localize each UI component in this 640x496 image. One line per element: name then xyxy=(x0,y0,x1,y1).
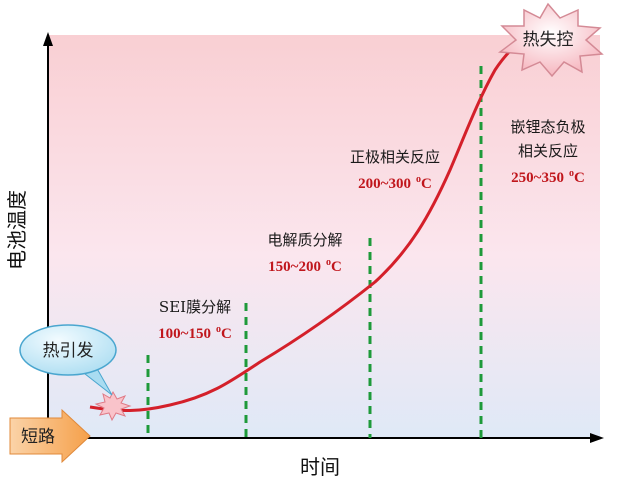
runaway-label: 热失控 xyxy=(523,30,574,50)
short-label: 短路 xyxy=(21,427,55,447)
x-axis-label: 时间 xyxy=(300,455,340,479)
temperature-curve xyxy=(89,36,526,412)
temp-degree: o xyxy=(216,324,221,335)
temp-range: 200~300 xyxy=(358,176,411,192)
temp-range: 150~200 xyxy=(268,259,321,275)
y-axis-label: 电池温度 xyxy=(5,190,29,270)
stage-temperature: 200~300 oC xyxy=(358,174,432,192)
runaway-burst xyxy=(497,2,604,78)
temp-unit: C xyxy=(221,326,232,342)
x-arrow xyxy=(590,433,604,443)
temp-degree: o xyxy=(326,257,331,268)
stage-temperature: 100~150 oC xyxy=(158,324,232,342)
temp-range: 250~350 xyxy=(511,170,564,186)
stage-name: 相关反应 xyxy=(518,142,578,160)
stage-name: 电解质分解 xyxy=(267,231,342,249)
temp-unit: C xyxy=(331,259,342,275)
temp-degree: o xyxy=(416,174,421,185)
stage-temperature: 150~200 oC xyxy=(268,257,342,275)
stage-lines xyxy=(146,66,483,438)
stage-temperature: 250~350 oC xyxy=(511,168,585,186)
temp-unit: C xyxy=(574,170,585,186)
trigger-label: 热引发 xyxy=(43,341,94,361)
short-arrow xyxy=(9,408,91,464)
plot-background xyxy=(48,35,600,438)
temp-range: 100~150 xyxy=(158,326,211,342)
stage-name: 正极相关反应 xyxy=(350,148,440,166)
spark xyxy=(94,390,132,422)
temp-unit: C xyxy=(421,176,432,192)
temp-degree: o xyxy=(569,168,574,179)
stage-name: SEI膜分解 xyxy=(159,298,231,316)
trigger-bubble xyxy=(19,324,117,376)
y-arrow xyxy=(43,32,53,46)
stage-name: 嵌锂态负极 xyxy=(510,118,585,136)
